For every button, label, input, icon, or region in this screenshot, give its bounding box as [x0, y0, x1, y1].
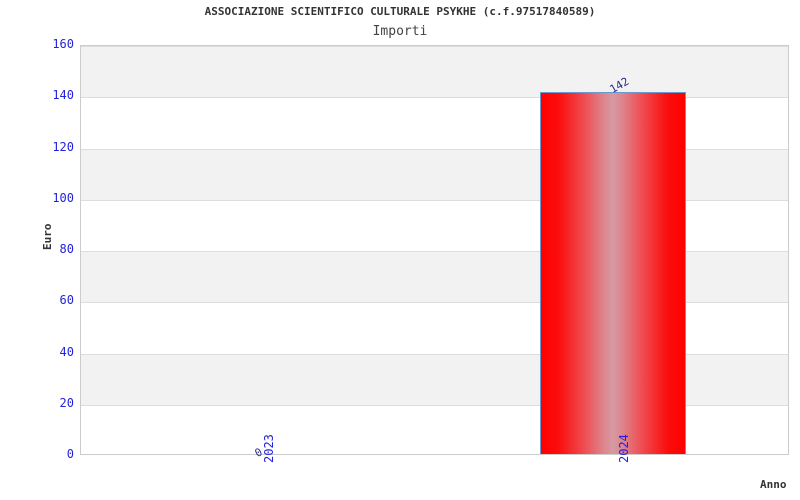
y-axis-tick-label: 60 [59, 293, 74, 308]
y-axis-title: Euro [41, 223, 54, 251]
gridline [81, 46, 788, 47]
x-axis-tick-label: 2023 [262, 434, 277, 463]
y-axis-tick-label: 0 [66, 447, 74, 461]
plot-area [80, 45, 789, 455]
chart-subtitle: Importi [372, 24, 428, 39]
y-axis-tick-labels: 0 20 40 60 80 100 120 140 160 [0, 0, 74, 500]
gridline [81, 97, 788, 98]
y-axis-tick-label: 20 [59, 395, 74, 410]
gridline [81, 354, 788, 355]
y-axis-tick-label: 100 [52, 190, 74, 205]
gridline [81, 251, 788, 252]
chart-title: ASSOCIAZIONE SCIENTIFICO CULTURALE PSYKH… [204, 5, 596, 18]
gridline [81, 149, 788, 150]
x-axis-tick-label: 2024 [616, 434, 631, 463]
y-axis-tick-label: 120 [52, 139, 74, 154]
y-axis-tick-label: 40 [59, 344, 74, 359]
x-axis-title: Anno [760, 478, 787, 491]
y-axis-tick-label: 80 [59, 242, 74, 256]
gridline [81, 200, 788, 201]
gridline [81, 302, 788, 303]
gridline [81, 405, 788, 406]
plot-band [81, 46, 788, 98]
y-axis-tick-label: 160 [52, 37, 74, 51]
bar[interactable] [539, 92, 686, 454]
y-axis-tick-label: 140 [52, 88, 74, 103]
